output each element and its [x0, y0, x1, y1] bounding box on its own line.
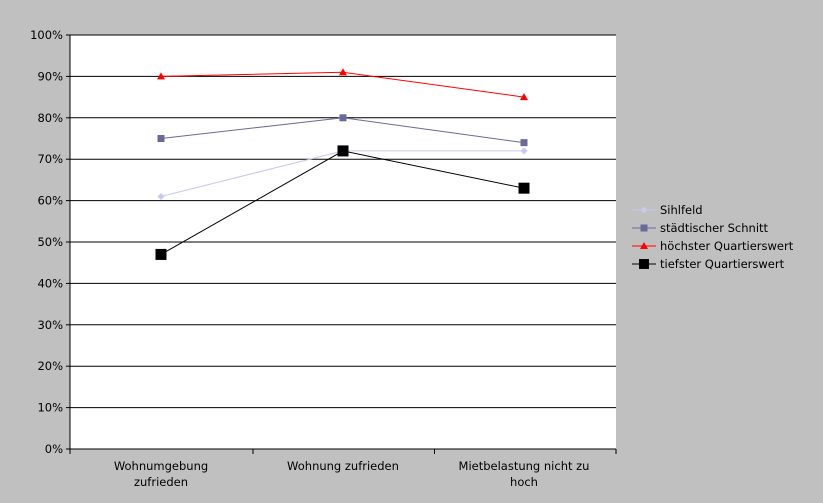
x-tick-label: Wohnumgebung [114, 459, 208, 473]
data-point [157, 192, 165, 200]
gridlines [69, 34, 616, 450]
x-tick-label: Mietbelastung nicht zu [459, 459, 590, 473]
x-axis: Wohnumgebung zufrieden Wohnung zufrieden Mi… [69, 449, 617, 489]
y-axis: 0% 10% 20% 30% 40% 50% 60% 70% 80% 90% 100% [30, 28, 70, 456]
data-point [640, 224, 648, 232]
data-point [339, 114, 347, 122]
legend-label: tiefster Quartierswert [660, 257, 785, 271]
data-point [518, 182, 530, 194]
data-point [337, 145, 349, 157]
series-h-chster-quartierswert [157, 68, 528, 101]
y-tick-label: 100% [30, 28, 63, 42]
y-tick-label: 30% [37, 318, 63, 332]
y-tick-label: 80% [37, 111, 63, 125]
series-st-dtischer-schnitt [157, 114, 528, 147]
legend-label: höchster Quartierswert [660, 239, 794, 253]
y-tick-label: 50% [37, 235, 63, 249]
data-point [640, 206, 648, 214]
data-point [520, 139, 528, 147]
y-tick-label: 10% [37, 401, 63, 415]
legend: Sihlfeld städtischer Schnitt höchster Quar… [632, 203, 794, 271]
legend-label: städtischer Schnitt [660, 221, 769, 235]
series-tiefster-quartierswert [155, 145, 530, 260]
y-tick-label: 60% [37, 194, 63, 208]
data-point [157, 72, 165, 80]
data-point [339, 68, 347, 76]
data-point [520, 93, 528, 101]
data-point [157, 135, 165, 142]
data-point [639, 259, 649, 269]
x-tick-label: hoch [510, 475, 538, 489]
x-tick-label: Wohnung zufrieden [287, 459, 399, 473]
x-tick-label: zufrieden [134, 475, 188, 489]
y-tick-label: 70% [37, 152, 63, 166]
data-point [520, 147, 528, 155]
y-tick-label: 90% [37, 69, 63, 83]
data-point [640, 242, 648, 249]
y-tick-label: 20% [37, 359, 63, 373]
y-tick-label: 40% [37, 276, 63, 290]
data-point [155, 248, 167, 260]
y-tick-label: 0% [45, 442, 63, 456]
legend-label: Sihlfeld [660, 203, 703, 217]
series-group [155, 68, 530, 260]
